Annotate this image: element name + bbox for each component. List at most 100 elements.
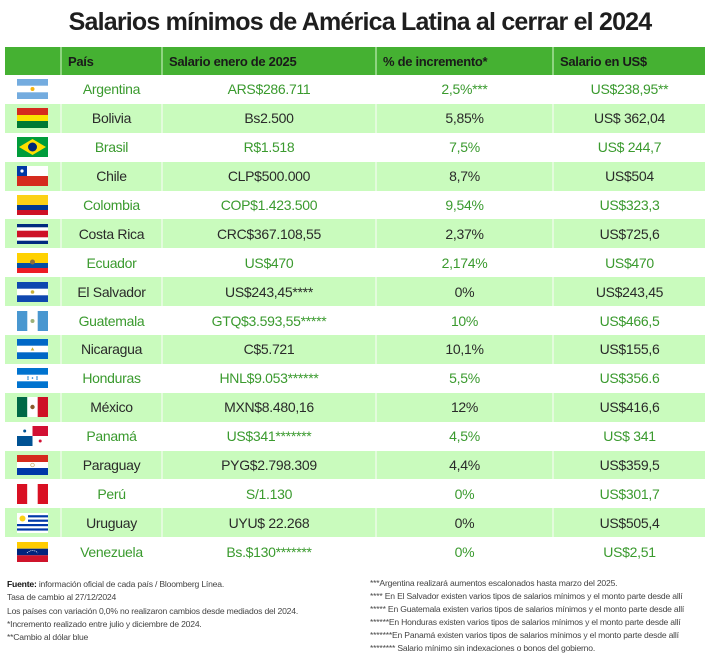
- flag-cell: [5, 335, 61, 364]
- usd-cell: US$725,6: [552, 219, 705, 249]
- increase-cell: 10,1%: [375, 335, 553, 364]
- nicaragua-flag-icon: [17, 339, 48, 360]
- source-text: información oficial de cada país / Bloom…: [36, 579, 225, 589]
- salary-cell: Bs2.500: [161, 103, 376, 133]
- header-flag: [5, 47, 61, 75]
- chile-flag-icon: [17, 166, 48, 187]
- table-row: Honduras HNL$9.053****** 5,5% US$356.6: [5, 363, 705, 393]
- usd-cell: US$155,6: [552, 335, 705, 364]
- footnotes-left: Fuente: información oficial de cada país…: [7, 578, 357, 644]
- table-row: Costa Rica CRC$367.108,55 2,37% US$725,6: [5, 219, 705, 249]
- header-country: País: [60, 47, 162, 75]
- country-cell: El Salvador: [60, 277, 162, 307]
- increase-cell: 2,5%***: [375, 75, 553, 104]
- table-row: Venezuela Bs.$130******* 0% US$2,51: [5, 537, 705, 567]
- flag-cell: [5, 132, 61, 162]
- usd-cell: US$359,5: [552, 450, 705, 480]
- uruguay-flag-icon: [17, 512, 48, 533]
- table-row: Argentina ARS$286.711 2,5%*** US$238,95**: [5, 75, 705, 104]
- salary-cell: R$1.518: [161, 132, 376, 162]
- footnote: ***Argentina realizará aumentos escalona…: [370, 578, 618, 588]
- el-salvador-flag-icon: [17, 281, 48, 302]
- header-salary: Salario enero de 2025: [161, 47, 376, 75]
- country-cell: Chile: [60, 161, 162, 191]
- increase-cell: 5,85%: [375, 103, 553, 133]
- usd-cell: US$243,45: [552, 277, 705, 307]
- table-row: Bolivia Bs2.500 5,85% US$ 362,04: [5, 103, 705, 133]
- increase-cell: 0%: [375, 479, 553, 509]
- paraguay-flag-icon: [17, 455, 48, 476]
- increase-cell: 0%: [375, 277, 553, 307]
- table-header-row: País Salario enero de 2025 % de incremen…: [5, 47, 705, 75]
- usd-cell: US$466,5: [552, 306, 705, 336]
- header-usd: Salario en US$: [552, 47, 705, 75]
- country-cell: Brasil: [60, 132, 162, 162]
- footnote: **Cambio al dólar blue: [7, 632, 89, 643]
- country-cell: Guatemala: [60, 306, 162, 336]
- increase-cell: 10%: [375, 306, 553, 336]
- salary-cell: PYG$2.798.309: [161, 450, 376, 480]
- salary-cell: Bs.$130*******: [161, 537, 376, 567]
- flag-cell: [5, 190, 61, 220]
- increase-cell: 9,54%: [375, 190, 553, 220]
- mexico-flag-icon: [17, 397, 48, 418]
- flag-cell: [5, 479, 61, 509]
- footnotes-right: ***Argentina realizará aumentos escalona…: [370, 577, 720, 655]
- increase-cell: 7,5%: [375, 132, 553, 162]
- salary-cell: US$243,45****: [161, 277, 376, 307]
- flag-cell: [5, 306, 61, 336]
- salary-cell: ARS$286.711: [161, 75, 376, 104]
- increase-cell: 0%: [375, 508, 553, 538]
- country-cell: Bolivia: [60, 103, 162, 133]
- country-cell: Honduras: [60, 363, 162, 393]
- country-cell: Paraguay: [60, 450, 162, 480]
- increase-cell: 4,4%: [375, 450, 553, 480]
- usd-cell: US$ 362,04: [552, 103, 705, 133]
- usd-cell: US$323,3: [552, 190, 705, 220]
- salary-cell: MXN$8.480,16: [161, 392, 376, 422]
- footnote: ***** En Guatemala existen varios tipos …: [370, 604, 685, 614]
- brazil-flag-icon: [17, 137, 48, 158]
- footnote: *******En Panamá existen varios tipos de…: [370, 630, 679, 640]
- footnote: ******En Honduras existen varios tipos d…: [370, 617, 681, 627]
- table-row: Ecuador US$470 2,174% US$470: [5, 248, 705, 278]
- table-row: Brasil R$1.518 7,5% US$ 244,7: [5, 132, 705, 162]
- salary-cell: US$470: [161, 248, 376, 278]
- source-line: Fuente: información oficial de cada país…: [7, 578, 357, 591]
- guatemala-flag-icon: [17, 310, 48, 331]
- page-title: Salarios mínimos de América Latina al ce…: [68, 8, 653, 36]
- increase-cell: 8,7%: [375, 161, 553, 191]
- country-cell: Panamá: [60, 421, 162, 451]
- salary-cell: US$341*******: [161, 421, 376, 451]
- country-cell: Ecuador: [60, 248, 162, 278]
- table-row: Uruguay UYU$ 22.268 0% US$505,4: [5, 508, 705, 538]
- salary-cell: GTQ$3.593,55*****: [161, 306, 376, 336]
- footnote: Los países con variación 0,0% no realiza…: [7, 605, 299, 616]
- flag-cell: [5, 75, 61, 104]
- bolivia-flag-icon: [17, 108, 48, 129]
- footnote: Tasa de cambio al 27/12/2024: [7, 592, 117, 603]
- increase-cell: 4,5%: [375, 421, 553, 451]
- usd-cell: US$470: [552, 248, 705, 278]
- increase-cell: 0%: [375, 537, 553, 567]
- usd-cell: US$ 341: [552, 421, 705, 451]
- source-label: Fuente:: [7, 579, 37, 589]
- flag-cell: [5, 508, 61, 538]
- salary-table: País Salario enero de 2025 % de incremen…: [5, 47, 705, 567]
- usd-cell: US$238,95**: [552, 75, 705, 104]
- country-cell: Perú: [60, 479, 162, 509]
- table-row: Guatemala GTQ$3.593,55***** 10% US$466,5: [5, 306, 705, 336]
- footnote: **** En El Salvador existen varios tipos…: [370, 591, 683, 601]
- salary-cell: COP$1.423.500: [161, 190, 376, 220]
- usd-cell: US$356.6: [552, 363, 705, 393]
- country-cell: Costa Rica: [60, 219, 162, 249]
- colombia-flag-icon: [17, 195, 48, 215]
- country-cell: Argentina: [60, 75, 162, 104]
- honduras-flag-icon: [17, 368, 48, 389]
- table-row: Nicaragua C$5.721 10,1% US$155,6: [5, 335, 705, 364]
- table-row: Colombia COP$1.423.500 9,54% US$323,3: [5, 190, 705, 220]
- salary-cell: S/1.130: [161, 479, 376, 509]
- usd-cell: US$2,51: [552, 537, 705, 567]
- country-cell: Colombia: [60, 190, 162, 220]
- salary-cell: C$5.721: [161, 335, 376, 364]
